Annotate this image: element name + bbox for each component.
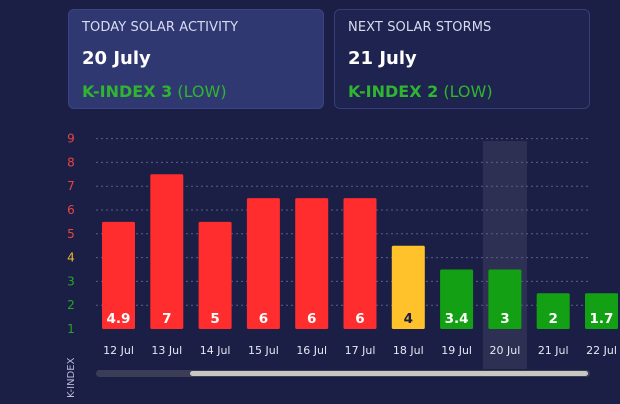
bar-value-label: 4 [404,311,413,327]
k-index-bar[interactable] [102,221,135,329]
next-card-heading: NEXT SOLAR STORMS [348,20,492,35]
next-card-date: 21 July [348,48,417,69]
bar-value-label: 7 [162,311,171,327]
bar-value-label: 6 [259,311,268,327]
x-tick-label: 17 Jul [345,344,376,357]
y-tick-label: 5 [67,227,75,241]
y-tick-label: 1 [67,322,75,336]
k-index-bar[interactable] [295,198,329,329]
y-tick-label: 9 [67,132,75,146]
y-tick-label: 4 [67,251,75,265]
k-index-bar[interactable] [585,293,618,329]
bar-value-label: 4.9 [107,311,131,327]
bar-value-label: 3 [500,311,509,327]
next-solar-storms-card[interactable]: NEXT SOLAR STORMS 21 July K-INDEX 2 (LOW… [334,9,590,109]
x-tick-label: 19 Jul [441,344,472,357]
y-tick-label: 2 [67,298,75,312]
today-kindex-value: K-INDEX 3 [82,82,173,101]
k-index-bar[interactable] [391,245,425,329]
k-index-bar[interactable] [198,221,232,329]
bar-value-label: 2 [548,311,557,327]
k-index-bar[interactable] [343,198,377,329]
y-tick-label: 6 [67,203,75,217]
today-card-heading: TODAY SOLAR ACTIVITY [82,20,239,35]
today-kindex-level: (LOW) [177,82,227,101]
k-index-bar[interactable] [246,198,280,329]
k-index-bar-chart: 1 2 3 4 5 6 7 8 9 4.9 7 5 6 6 6 4 3.4 3 2 1.7 12 Jul 13 Jul… [66,132,618,398]
k-index-bar[interactable] [488,269,522,330]
k-index-bar[interactable] [150,174,184,329]
y-tick-label: 7 [67,179,75,193]
k-index-bar[interactable] [440,269,474,330]
today-solar-activity-card[interactable]: TODAY SOLAR ACTIVITY 20 July K-INDEX 3 (… [68,9,324,109]
chart-horizontal-scrollbar[interactable] [96,370,590,377]
x-tick-label: 12 Jul [103,344,134,357]
bar-value-label: 6 [355,311,364,327]
x-tick-label: 20 Jul [490,344,521,357]
y-tick-label: 3 [67,274,75,288]
bar-value-label: 6 [307,311,316,327]
k-index-bar[interactable] [536,293,570,329]
x-tick-label: 22 Jul [586,344,617,357]
x-tick-label: 16 Jul [296,344,327,357]
x-tick-label: 18 Jul [393,344,424,357]
today-card-date: 20 July [82,48,151,69]
x-tick-label: 21 Jul [538,344,569,357]
y-tick-label: 8 [67,155,75,169]
chart-y-axis-label: K-INDEX [66,357,77,398]
next-kindex-line: K-INDEX 2 (LOW) [348,82,576,102]
x-tick-label: 14 Jul [200,344,231,357]
next-kindex-value: K-INDEX 2 [348,82,439,101]
selected-day-highlight [482,141,527,369]
x-tick-label: 15 Jul [248,344,279,357]
bar-value-label: 3.4 [445,311,469,327]
scrollbar-thumb[interactable] [190,371,588,376]
today-kindex-line: K-INDEX 3 (LOW) [82,82,310,102]
bar-value-label: 1.7 [590,311,614,327]
bar-value-label: 5 [210,311,219,327]
x-tick-label: 13 Jul [151,344,182,357]
next-kindex-level: (LOW) [443,82,493,101]
